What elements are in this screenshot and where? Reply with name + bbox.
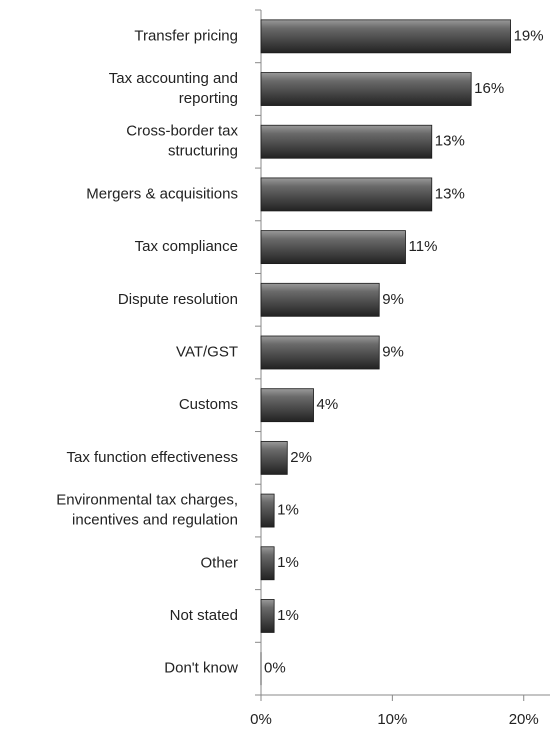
value-label: 9% [382, 343, 404, 360]
bar [260, 72, 472, 106]
x-tick-label: 20% [509, 711, 539, 728]
value-label: 1% [277, 607, 299, 624]
bar [260, 493, 275, 528]
value-label: 13% [435, 133, 465, 150]
value-label: 1% [277, 502, 299, 519]
value-label: 0% [264, 660, 286, 677]
bar [260, 440, 288, 475]
value-label: 2% [290, 449, 312, 466]
bar [260, 230, 406, 265]
value-label: 4% [317, 396, 339, 413]
bar [260, 19, 511, 54]
value-label: 11% [409, 238, 438, 255]
y-tick-label: Dispute resolution [118, 291, 238, 308]
y-tick-label: Environmental tax charges, incentives and… [56, 492, 238, 529]
bar [260, 282, 380, 317]
y-tick-label: Tax accounting and reporting [109, 70, 238, 107]
value-label: 16% [474, 80, 504, 97]
y-tick-label: Not stated [170, 607, 238, 624]
y-tick-label: VAT/GST [176, 343, 238, 360]
y-tick-label: Mergers & acquisitions [86, 185, 238, 202]
value-label: 13% [435, 185, 465, 202]
x-tick-label: 10% [377, 711, 407, 728]
bar [260, 177, 433, 212]
y-tick-label: Tax function effectiveness [67, 449, 239, 466]
x-tick-label: 0% [250, 711, 272, 728]
bar [260, 599, 275, 633]
y-tick-label: Tax compliance [135, 238, 238, 255]
value-label: 9% [382, 291, 404, 308]
value-label: 1% [277, 554, 299, 571]
value-label: 19% [514, 27, 544, 44]
bar [260, 335, 380, 370]
y-tick-label: Other [200, 554, 238, 571]
bar [260, 388, 314, 423]
y-tick-label: Don't know [164, 660, 238, 677]
bar [260, 124, 433, 159]
y-tick-label: Transfer pricing [134, 27, 238, 44]
y-tick-label: Customs [179, 396, 238, 413]
y-tick-label: Cross-border tax structuring [126, 123, 238, 160]
bar [260, 546, 275, 581]
